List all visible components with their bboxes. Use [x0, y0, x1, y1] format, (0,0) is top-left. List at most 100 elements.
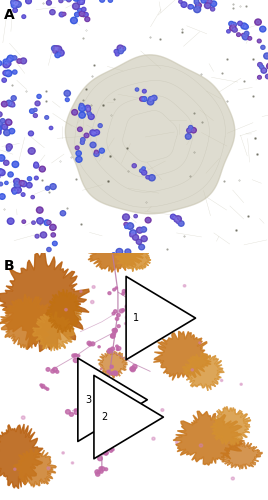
Circle shape	[5, 131, 9, 134]
Circle shape	[260, 65, 264, 69]
Circle shape	[46, 368, 50, 371]
Circle shape	[14, 2, 18, 5]
Circle shape	[266, 74, 268, 78]
Circle shape	[79, 112, 85, 118]
Circle shape	[142, 237, 146, 240]
Circle shape	[258, 76, 261, 79]
Circle shape	[122, 214, 129, 220]
Circle shape	[133, 164, 135, 167]
Circle shape	[188, 4, 193, 9]
Circle shape	[87, 108, 90, 110]
Circle shape	[50, 10, 55, 14]
Circle shape	[143, 98, 146, 100]
Circle shape	[99, 124, 101, 126]
Circle shape	[194, 0, 199, 2]
Circle shape	[4, 60, 7, 63]
Circle shape	[47, 2, 50, 4]
Circle shape	[3, 70, 8, 76]
Circle shape	[51, 46, 57, 51]
Circle shape	[117, 45, 123, 51]
Circle shape	[91, 300, 94, 304]
Circle shape	[260, 26, 266, 32]
Circle shape	[0, 170, 1, 175]
Circle shape	[86, 18, 89, 21]
Circle shape	[6, 144, 12, 150]
Circle shape	[114, 50, 118, 54]
Circle shape	[75, 354, 78, 356]
Circle shape	[170, 214, 176, 219]
Circle shape	[88, 400, 91, 402]
Circle shape	[146, 176, 149, 179]
Circle shape	[14, 9, 16, 12]
Circle shape	[45, 221, 49, 224]
Circle shape	[145, 218, 151, 223]
Circle shape	[187, 135, 190, 138]
Circle shape	[257, 39, 261, 43]
Circle shape	[74, 4, 78, 8]
Circle shape	[1, 102, 7, 107]
Circle shape	[118, 49, 123, 54]
Circle shape	[8, 172, 13, 177]
Circle shape	[79, 128, 81, 130]
Circle shape	[6, 72, 10, 76]
Circle shape	[132, 164, 136, 168]
Circle shape	[84, 133, 89, 138]
Circle shape	[195, 8, 199, 12]
Circle shape	[125, 316, 128, 319]
Circle shape	[41, 384, 45, 388]
Circle shape	[209, 0, 211, 2]
Circle shape	[116, 53, 118, 55]
Polygon shape	[46, 289, 82, 333]
Circle shape	[47, 0, 51, 5]
Circle shape	[88, 112, 90, 114]
Circle shape	[91, 131, 97, 136]
Circle shape	[29, 132, 32, 135]
Polygon shape	[0, 424, 43, 488]
Circle shape	[267, 63, 268, 70]
Circle shape	[35, 177, 38, 179]
Circle shape	[94, 130, 99, 135]
Text: 1: 1	[133, 313, 139, 323]
Circle shape	[174, 218, 178, 222]
Circle shape	[35, 101, 40, 105]
Polygon shape	[14, 448, 56, 487]
Circle shape	[0, 126, 1, 132]
Circle shape	[5, 119, 12, 125]
Circle shape	[9, 102, 14, 107]
Circle shape	[107, 370, 110, 373]
Circle shape	[74, 410, 78, 414]
Circle shape	[100, 470, 103, 473]
Circle shape	[124, 215, 128, 219]
Polygon shape	[183, 352, 224, 391]
Circle shape	[12, 96, 15, 100]
Circle shape	[21, 59, 25, 62]
Circle shape	[146, 218, 150, 222]
Circle shape	[126, 250, 130, 254]
Circle shape	[54, 46, 59, 51]
Circle shape	[152, 96, 156, 100]
Circle shape	[147, 176, 149, 178]
Circle shape	[18, 60, 21, 62]
Circle shape	[98, 456, 102, 460]
Circle shape	[249, 38, 251, 40]
Circle shape	[38, 208, 42, 212]
Circle shape	[2, 78, 6, 82]
Circle shape	[38, 95, 40, 98]
Circle shape	[7, 55, 14, 62]
Circle shape	[8, 148, 10, 150]
Polygon shape	[33, 312, 75, 351]
Circle shape	[206, 0, 210, 2]
Circle shape	[148, 96, 153, 101]
Circle shape	[9, 220, 13, 223]
Circle shape	[108, 0, 113, 2]
Circle shape	[124, 222, 128, 226]
Circle shape	[138, 228, 142, 232]
Circle shape	[10, 102, 13, 106]
Circle shape	[3, 79, 5, 82]
Circle shape	[0, 62, 1, 64]
Circle shape	[152, 437, 155, 440]
Circle shape	[112, 252, 115, 256]
Circle shape	[88, 114, 94, 119]
Circle shape	[5, 70, 12, 76]
Circle shape	[110, 372, 113, 374]
